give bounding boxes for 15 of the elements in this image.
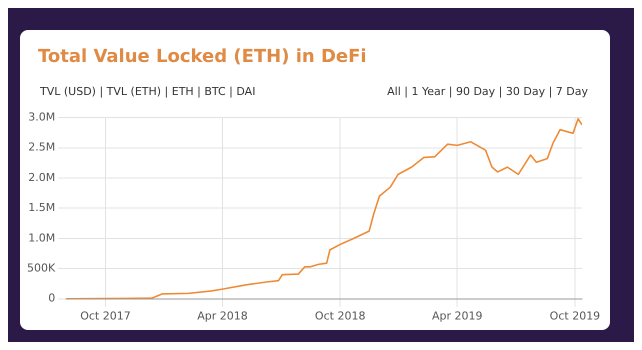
y-tick-label: 2.0M bbox=[28, 170, 56, 184]
y-tick-label: 2.5M bbox=[28, 140, 56, 154]
y-tick-label: 500K bbox=[26, 261, 56, 274]
text: TVL (USD) | TVL (ETH) | ETH | BTC | DAI bbox=[40, 85, 256, 98]
x-tick-label: Oct 2019 bbox=[550, 309, 600, 322]
y-tick-label: 1.0M bbox=[28, 231, 56, 244]
x-tick-label: Oct 2017 bbox=[80, 309, 131, 322]
text: All | 1 Year | 90 Day | 30 Day | 7 Day bbox=[387, 85, 588, 98]
y-tick-label: 1.5M bbox=[28, 201, 56, 214]
y-tick-label: 3.0M bbox=[28, 110, 56, 124]
x-tick-label: Oct 2018 bbox=[314, 309, 366, 322]
chart-title: Total Value Locked (ETH) in DeFi bbox=[38, 46, 367, 67]
y-tick-label: 0 bbox=[48, 292, 56, 305]
x-tick-label: Apr 2019 bbox=[432, 309, 482, 322]
x-tick-label: Apr 2018 bbox=[197, 309, 248, 322]
